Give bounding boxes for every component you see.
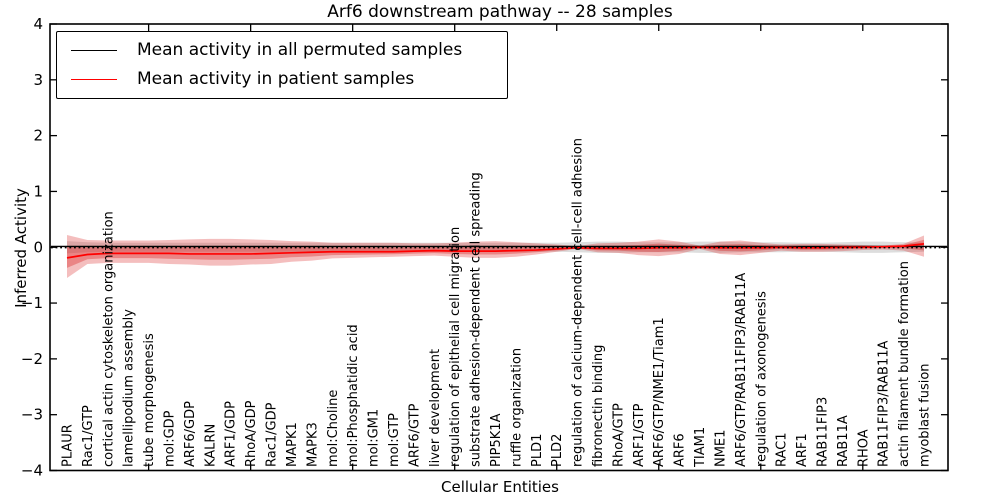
x-category-label: MAPK1 <box>285 422 300 467</box>
x-category-label: ARF6/GTP/RAB11FIP3/RAB11A <box>734 273 749 467</box>
y-tick-label: 3 <box>33 71 43 89</box>
x-category-label: RAB11FIP3 <box>815 397 830 467</box>
x-category-label: fibronectin binding <box>591 345 606 467</box>
x-category-label: liver development <box>428 349 443 467</box>
x-category-label: ARF6 <box>673 433 688 467</box>
x-category-label: ARF1 <box>795 433 810 467</box>
legend: Mean activity in all permuted samples Me… <box>56 31 508 99</box>
y-tick-label: 0 <box>33 238 43 256</box>
x-category-label: mol:Phosphatidic acid <box>346 324 361 467</box>
x-category-label: mol:Choline <box>326 390 341 467</box>
x-category-label: PLAUR <box>61 424 76 467</box>
patient-line-swatch <box>71 78 117 80</box>
x-category-label: myoblast fusion <box>918 363 933 467</box>
x-category-label: lamellipodium assembly <box>122 309 137 467</box>
legend-item-permuted: Mean activity in all permuted samples <box>71 40 497 60</box>
x-category-label: tube morphogenesis <box>142 333 157 467</box>
x-category-label: actin filament bundle formation <box>897 261 912 467</box>
x-category-label: ARF1/GDP <box>224 401 239 467</box>
x-category-label: RAB11FIP3/RAB11A <box>877 340 892 467</box>
x-category-label: NME1 <box>713 430 728 467</box>
permuted-std-band <box>67 241 925 254</box>
x-category-label: TIAM1 <box>693 427 708 468</box>
x-category-label: PIP5K1A <box>489 413 504 467</box>
x-category-label: ARF6/GDP <box>183 401 198 467</box>
patient-mean-line <box>66 243 925 259</box>
legend-label-patient: Mean activity in patient samples <box>137 69 415 89</box>
x-category-label: mol:GTP <box>387 413 402 467</box>
x-category-label: RAC1 <box>775 432 790 467</box>
x-category-label: RHOA <box>856 429 871 467</box>
x-category-label: mol:GM1 <box>367 409 382 467</box>
x-axis-label: Cellular Entities <box>441 478 559 496</box>
y-tick-label: 2 <box>33 127 43 145</box>
x-category-label: regulation of axonogenesis <box>754 291 769 467</box>
x-category-label: RhoA/GDP <box>244 400 259 467</box>
legend-label-permuted: Mean activity in all permuted samples <box>137 40 463 60</box>
x-category-label: Rac1/GTP <box>81 405 96 467</box>
y-tick-label: −2 <box>21 350 43 368</box>
x-category-label: RhoA/GTP <box>611 403 626 467</box>
x-category-label: cortical actin cytoskeleton organization <box>101 211 116 467</box>
y-tick-label: −3 <box>21 406 43 424</box>
legend-item-patient: Mean activity in patient samples <box>71 69 497 89</box>
x-category-label: ARF1/GTP <box>632 403 647 467</box>
x-category-label: MAPK3 <box>305 422 320 467</box>
x-category-label: regulation of epithelial cell migration <box>448 227 463 467</box>
x-category-label: Rac1/GDP <box>265 402 280 467</box>
y-tick-label: 4 <box>33 15 43 33</box>
chart-title: Arf6 downstream pathway -- 28 samples <box>327 2 673 22</box>
x-category-label: RAB11A <box>836 415 851 467</box>
y-tick-label: 1 <box>33 182 43 200</box>
permuted-line-swatch <box>71 49 117 51</box>
patient-std-band <box>67 234 925 278</box>
x-category-label: substrate adhesion-dependent cell spread… <box>469 172 484 467</box>
x-category-label: PLD1 <box>530 434 545 467</box>
x-category-label: regulation of calcium-dependent cell-cel… <box>571 138 586 467</box>
x-category-label: ruffle organization <box>509 348 524 467</box>
x-category-label: KALRN <box>203 424 218 467</box>
y-tick-label: −4 <box>21 462 43 480</box>
y-tick-label: −1 <box>21 294 43 312</box>
x-category-label: PLD2 <box>550 434 565 467</box>
x-category-label: ARF6/GTP <box>407 403 422 467</box>
x-category-label: mol:GDP <box>163 410 178 467</box>
x-category-label: ARF6/GTP/NME1/Tiam1 <box>652 317 667 467</box>
